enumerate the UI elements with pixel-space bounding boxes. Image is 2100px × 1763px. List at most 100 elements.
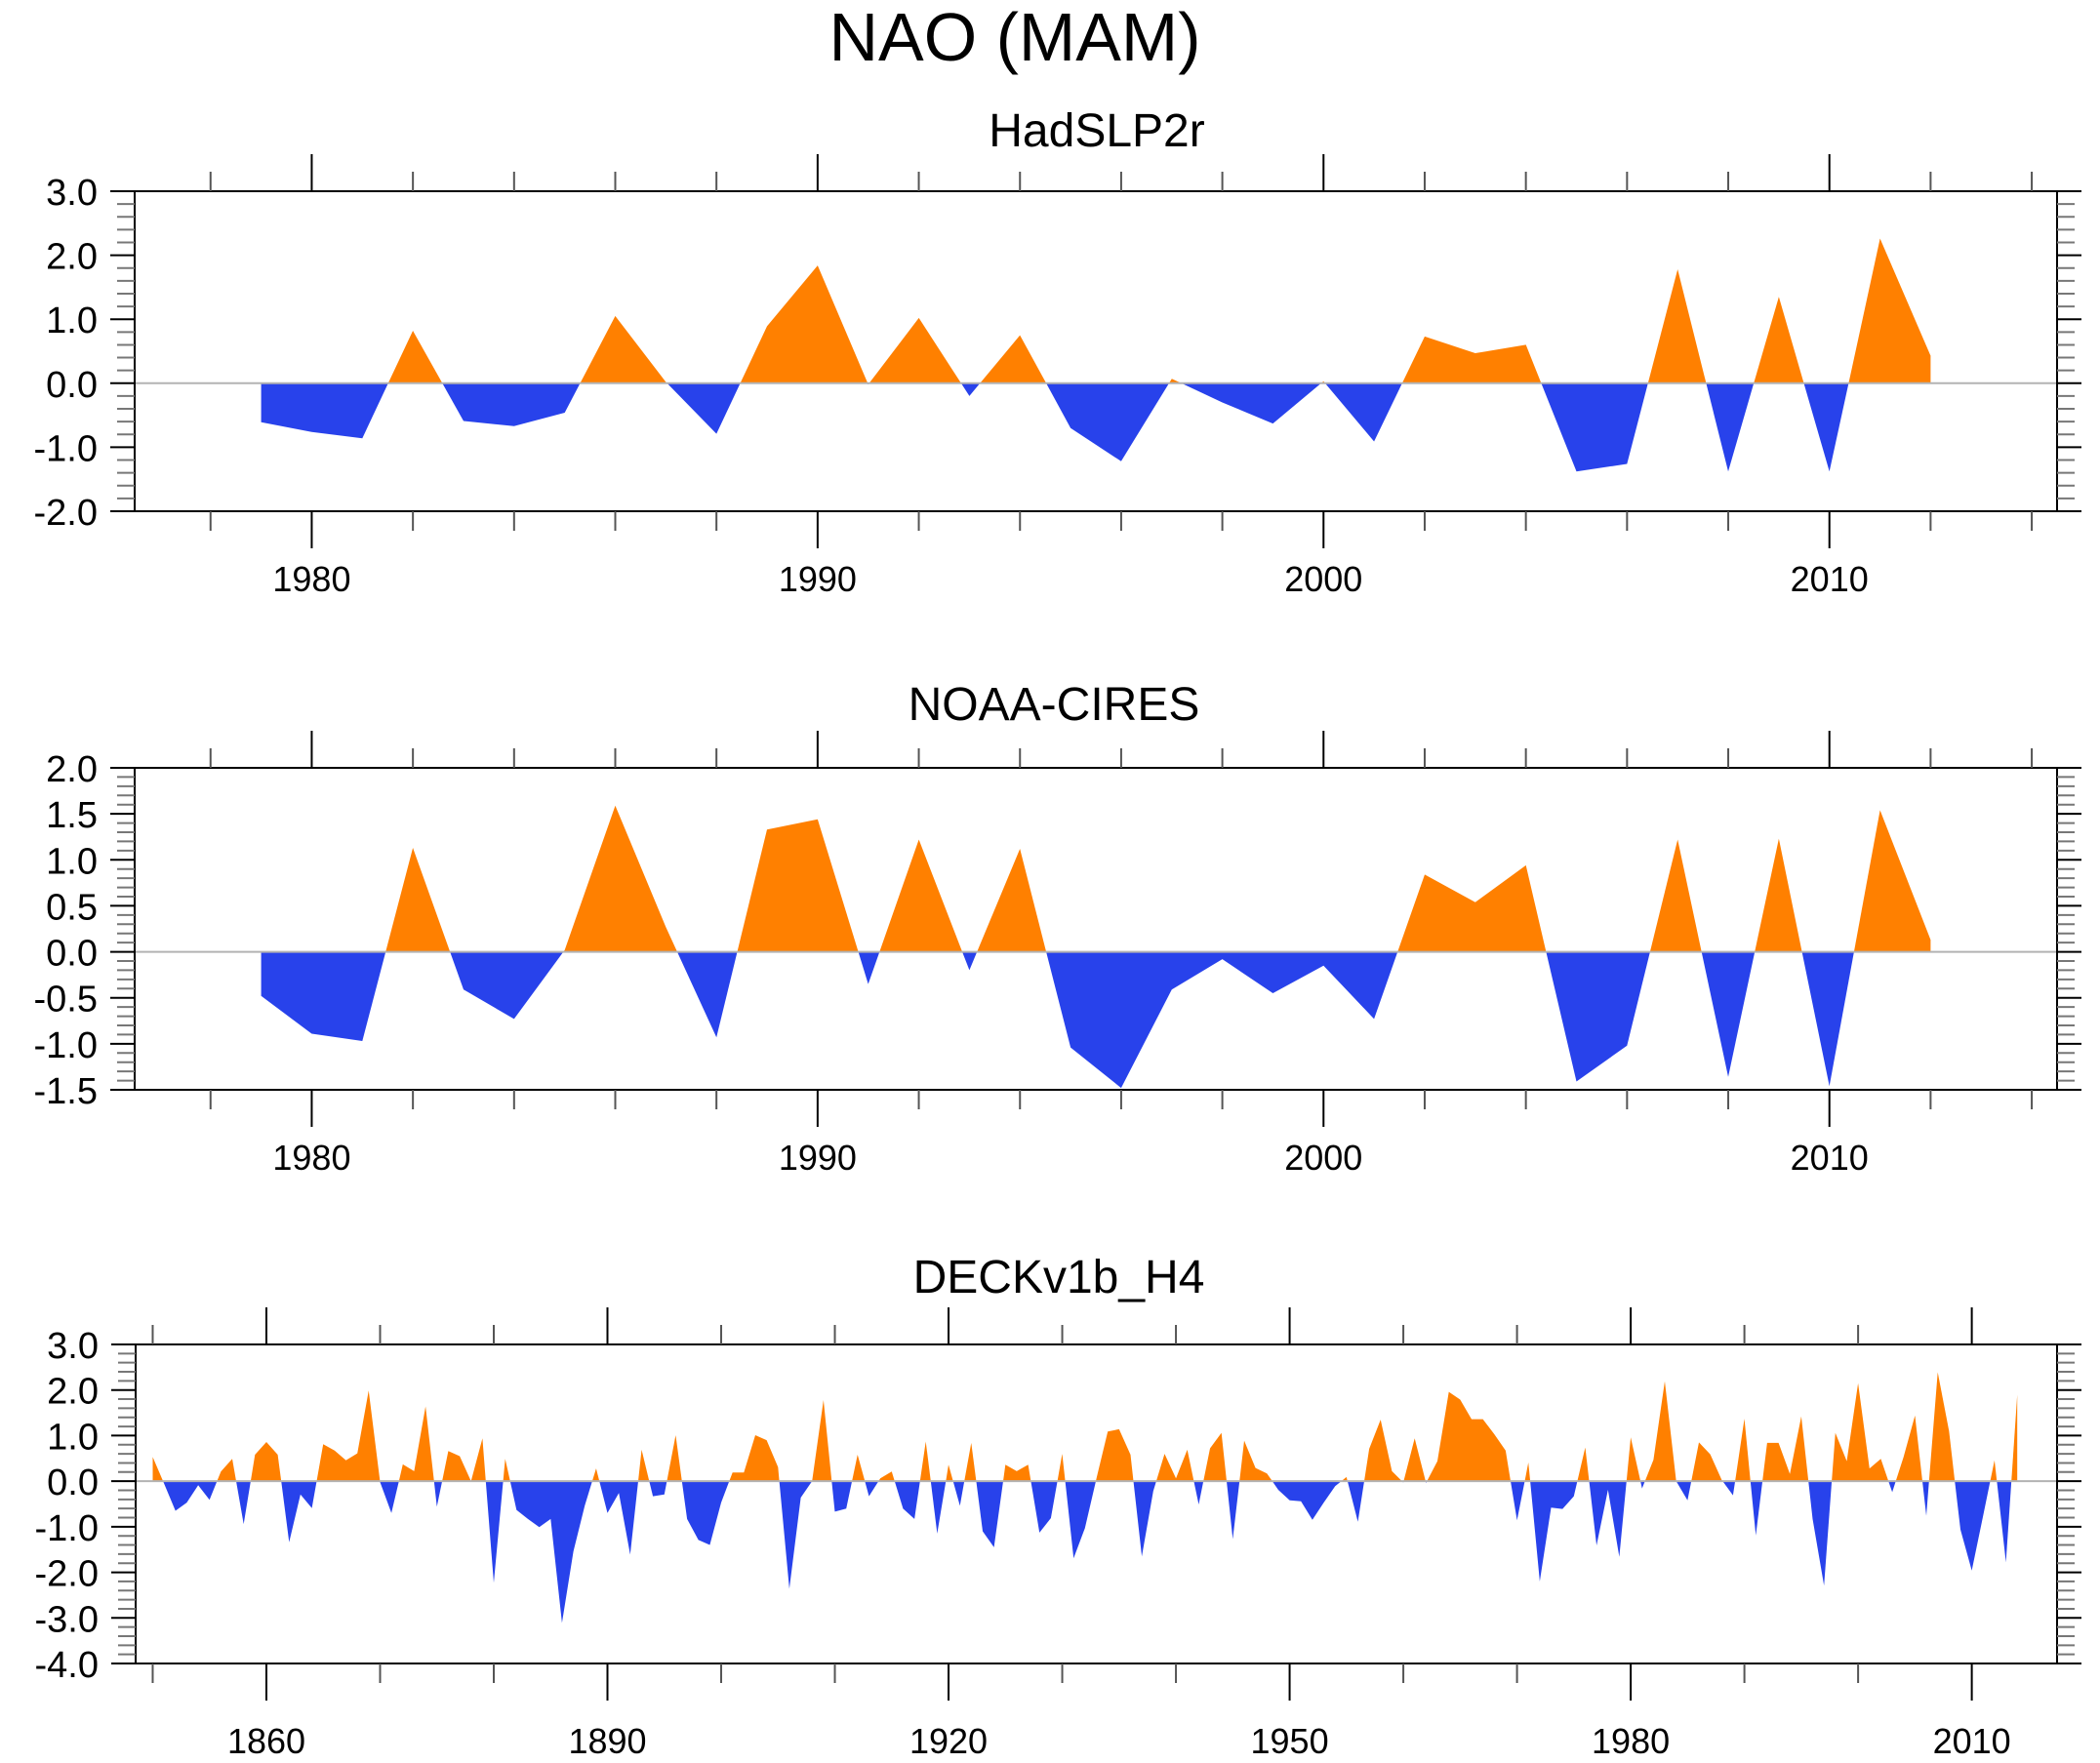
negative-area xyxy=(1530,1481,1578,1582)
negative-area xyxy=(1801,951,1854,1087)
y-tick-label: -1.5 xyxy=(34,1071,98,1112)
negative-area xyxy=(952,1481,965,1506)
negative-area xyxy=(1803,382,1849,472)
y-tick-label: -1.0 xyxy=(34,1025,98,1066)
positive-area xyxy=(852,1455,866,1482)
positive-area xyxy=(2011,1394,2018,1482)
y-tick-label: 0.0 xyxy=(46,934,98,975)
negative-area xyxy=(1701,951,1756,1077)
positive-area xyxy=(740,265,868,383)
negative-area xyxy=(1347,1481,1364,1522)
negative-area xyxy=(976,1481,1003,1547)
positive-area xyxy=(1203,1432,1227,1482)
positive-area xyxy=(1755,838,1802,952)
negative-area xyxy=(1808,1481,1833,1586)
positive-area xyxy=(385,848,451,952)
x-tick-label: 1980 xyxy=(272,1138,350,1178)
positive-area xyxy=(977,849,1047,952)
negative-area xyxy=(1722,1481,1736,1496)
positive-area xyxy=(1853,810,1931,952)
negative-area xyxy=(433,1481,443,1507)
positive-area xyxy=(1057,1454,1066,1482)
positive-area xyxy=(729,1435,780,1482)
negative-area xyxy=(1272,1481,1342,1520)
negative-area xyxy=(1181,382,1321,424)
x-tick-label: 1990 xyxy=(779,1138,857,1178)
negative-area xyxy=(677,951,738,1038)
negative-area xyxy=(666,382,741,434)
y-tick-label: -2.0 xyxy=(35,1554,99,1595)
positive-area xyxy=(387,331,443,383)
negative-area xyxy=(649,1481,667,1497)
negative-area xyxy=(831,1481,853,1512)
plot-frame xyxy=(135,1343,2058,1664)
y-tick-label: -0.5 xyxy=(34,980,98,1021)
x-tick-label: 1860 xyxy=(227,1721,305,1761)
x-tick-label: 1980 xyxy=(1592,1721,1670,1761)
y-tick-label: 1.0 xyxy=(47,1417,99,1458)
positive-area xyxy=(1895,1415,1922,1482)
positive-area xyxy=(1155,1449,1194,1482)
y-tick-label: -1.0 xyxy=(35,1508,99,1549)
negative-area xyxy=(779,1481,813,1589)
negative-area xyxy=(1193,1481,1204,1504)
positive-area xyxy=(1364,1420,1402,1482)
positive-area xyxy=(812,1400,832,1482)
positive-area xyxy=(1735,1419,1751,1482)
figure-title: NAO (MAM) xyxy=(828,0,1200,75)
negative-area xyxy=(681,1481,730,1545)
negative-area xyxy=(1640,1481,1645,1489)
positive-area xyxy=(980,335,1047,383)
panel-deckv1b-h4: DECKv1b_H4 -4.0 -3.0-2.0 -1.0 0.01.02.0 3.0 1… xyxy=(35,1252,2081,1761)
positive-area xyxy=(1754,297,1804,383)
negative-area xyxy=(236,1481,251,1525)
negative-area xyxy=(858,951,880,984)
positive-area xyxy=(580,315,667,383)
positive-area xyxy=(217,1459,236,1482)
negative-area xyxy=(1133,1481,1156,1557)
negative-area xyxy=(962,951,978,971)
negative-area xyxy=(1750,1481,1763,1536)
negative-area xyxy=(1546,951,1650,1082)
positive-area xyxy=(964,1442,977,1482)
positive-area xyxy=(1169,379,1182,383)
positive-area xyxy=(878,1471,895,1482)
positive-area xyxy=(946,1464,953,1482)
positive-area xyxy=(1427,1391,1511,1482)
positive-area xyxy=(503,1459,510,1482)
negative-area xyxy=(1955,1481,1991,1571)
positive-area xyxy=(1832,1382,1889,1482)
positive-area xyxy=(1762,1416,1809,1482)
negative-area xyxy=(1589,1481,1627,1557)
y-tick-label: -2.0 xyxy=(34,493,98,534)
negative-area xyxy=(930,1481,947,1534)
positive-area xyxy=(1341,1476,1348,1482)
negative-area xyxy=(1706,382,1755,472)
plot-frame xyxy=(134,767,2058,1091)
y-tick-label: 1.0 xyxy=(46,841,98,882)
negative-area xyxy=(1888,1481,1896,1493)
positive-area xyxy=(1403,1438,1426,1482)
y-tick-label: -3.0 xyxy=(35,1599,99,1640)
x-tick-label: 1990 xyxy=(779,559,857,599)
positive-area xyxy=(868,317,961,383)
positive-area xyxy=(919,1441,931,1482)
positive-area xyxy=(591,1468,600,1482)
x-tick-label: 2000 xyxy=(1284,1138,1362,1178)
positive-area xyxy=(666,1435,682,1482)
y-tick-label: 3.0 xyxy=(47,1326,99,1367)
positive-area xyxy=(250,1442,282,1482)
x-tick-label: 2010 xyxy=(1791,1138,1869,1178)
positive-area xyxy=(1848,238,1931,383)
y-tick-label: 3.0 xyxy=(46,173,98,214)
negative-area xyxy=(1030,1481,1058,1533)
negative-area xyxy=(1065,1481,1096,1559)
negative-area xyxy=(865,1481,879,1497)
positive-area xyxy=(1577,1447,1590,1482)
negative-area xyxy=(380,1481,399,1513)
negative-area xyxy=(1046,382,1169,461)
x-tick-label: 1980 xyxy=(272,559,350,599)
positive-area xyxy=(563,805,677,952)
negative-area xyxy=(599,1481,638,1555)
y-tick-label: 0.0 xyxy=(46,365,98,406)
